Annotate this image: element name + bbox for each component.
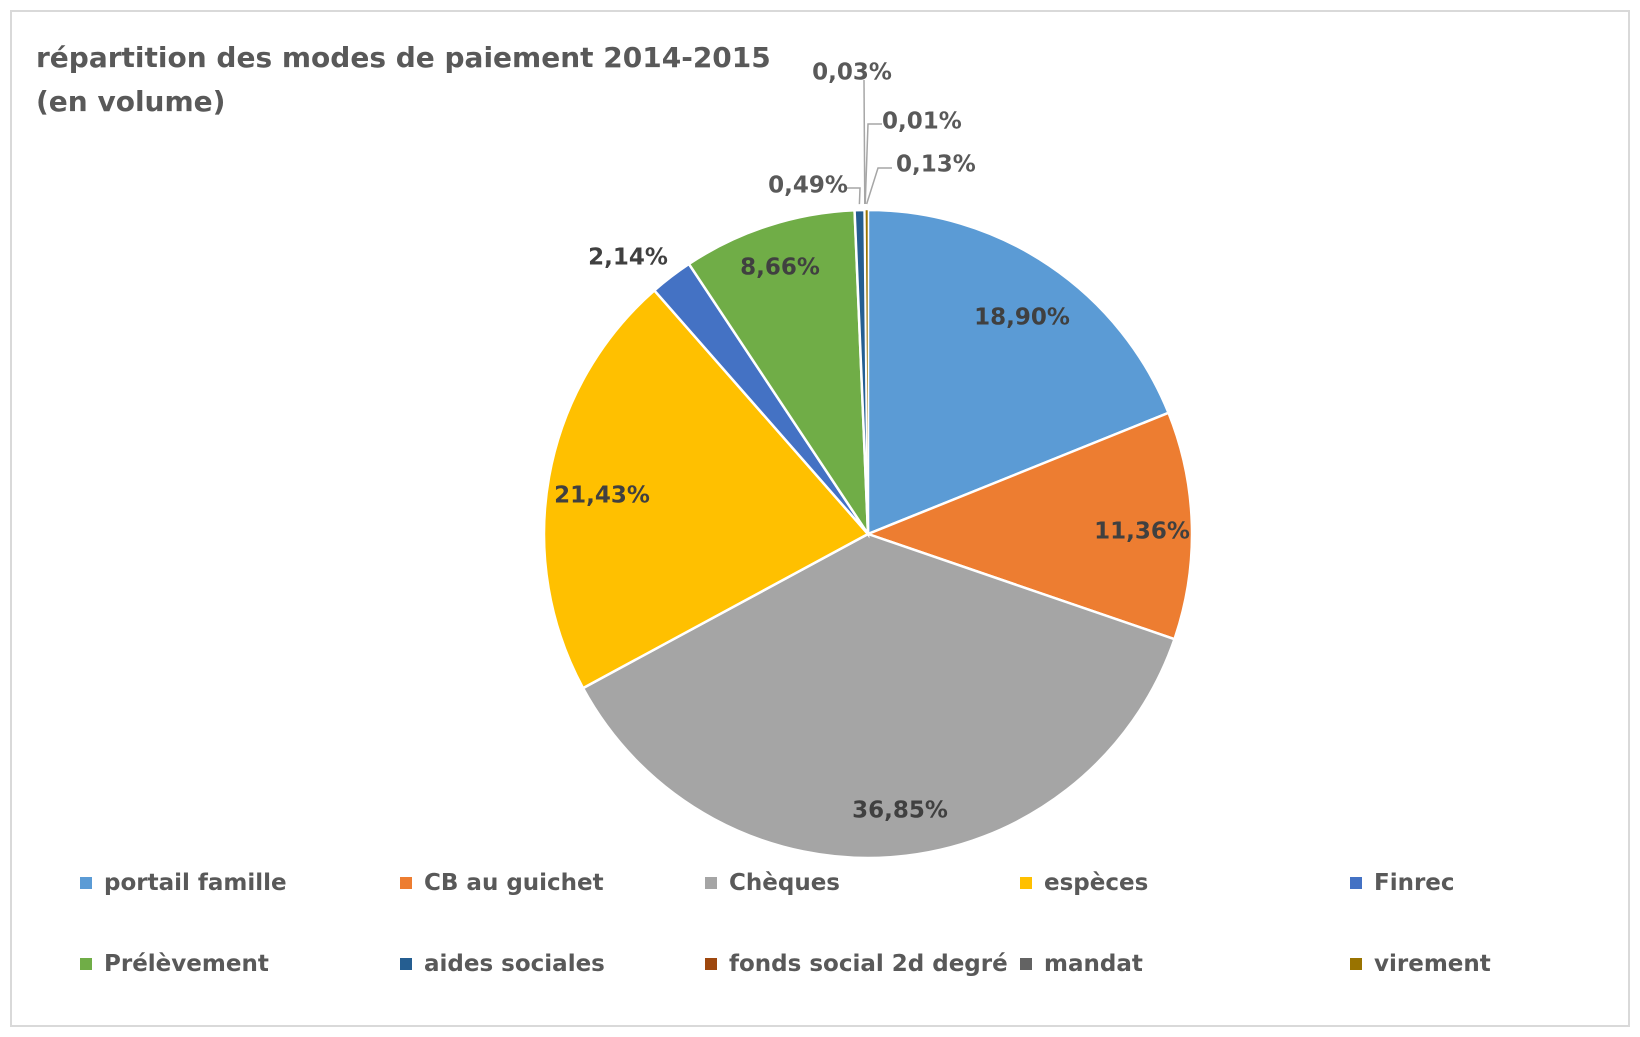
legend-swatch xyxy=(80,877,92,889)
legend-label: aides sociales xyxy=(424,951,605,977)
legend-item-fonds-social-2d-degre: fonds social 2d degré xyxy=(705,951,1008,977)
leader-line-virement xyxy=(867,168,892,204)
legend-label: portail famille xyxy=(104,870,287,896)
legend-label: virement xyxy=(1374,951,1491,977)
legend-item-cb-au-guichet: CB au guichet xyxy=(400,870,604,896)
legend-item-portail-famille: portail famille xyxy=(80,870,287,896)
legend-item-prelevement: Prélèvement xyxy=(80,951,269,977)
legend-swatch xyxy=(1020,958,1032,970)
legend-swatch xyxy=(1350,958,1362,970)
data-label-fonds-social-2d-degre: 0,03% xyxy=(812,60,892,86)
data-label-finrec: 2,14% xyxy=(588,245,668,271)
legend-item-cheques: Chèques xyxy=(705,870,840,896)
data-label-especes: 21,43% xyxy=(554,483,650,509)
legend-label: Prélèvement xyxy=(104,951,269,977)
legend-swatch xyxy=(705,877,717,889)
legend-label: Finrec xyxy=(1374,870,1455,896)
data-label-mandat: 0,01% xyxy=(882,109,962,135)
data-label-aides-sociales: 0,49% xyxy=(768,173,848,199)
legend-item-finrec: Finrec xyxy=(1350,870,1455,896)
leader-lines xyxy=(844,80,892,204)
data-label-virement: 0,13% xyxy=(896,152,976,178)
data-label-portail-famille: 18,90% xyxy=(974,305,1070,331)
legend-label: CB au guichet xyxy=(424,870,604,896)
leader-line-fonds-social-2d-degre xyxy=(864,80,865,204)
legend-label: espèces xyxy=(1044,870,1148,896)
legend-label: fonds social 2d degré xyxy=(729,951,1008,977)
legend-swatch xyxy=(400,877,412,889)
data-label-prelevement: 8,66% xyxy=(740,255,820,281)
legend-swatch xyxy=(400,958,412,970)
data-label-cb-au-guichet: 11,36% xyxy=(1094,519,1190,545)
legend-item-mandat: mandat xyxy=(1020,951,1143,977)
leader-line-mandat xyxy=(865,124,882,204)
legend-label: Chèques xyxy=(729,870,840,896)
data-label-cheques: 36,85% xyxy=(852,798,948,824)
legend-item-virement: virement xyxy=(1350,951,1491,977)
legend-label: mandat xyxy=(1044,951,1143,977)
legend-swatch xyxy=(1020,877,1032,889)
legend-swatch xyxy=(1350,877,1362,889)
legend-swatch xyxy=(705,958,717,970)
legend-item-aides-sociales: aides sociales xyxy=(400,951,605,977)
legend-item-especes: espèces xyxy=(1020,870,1148,896)
legend-swatch xyxy=(80,958,92,970)
